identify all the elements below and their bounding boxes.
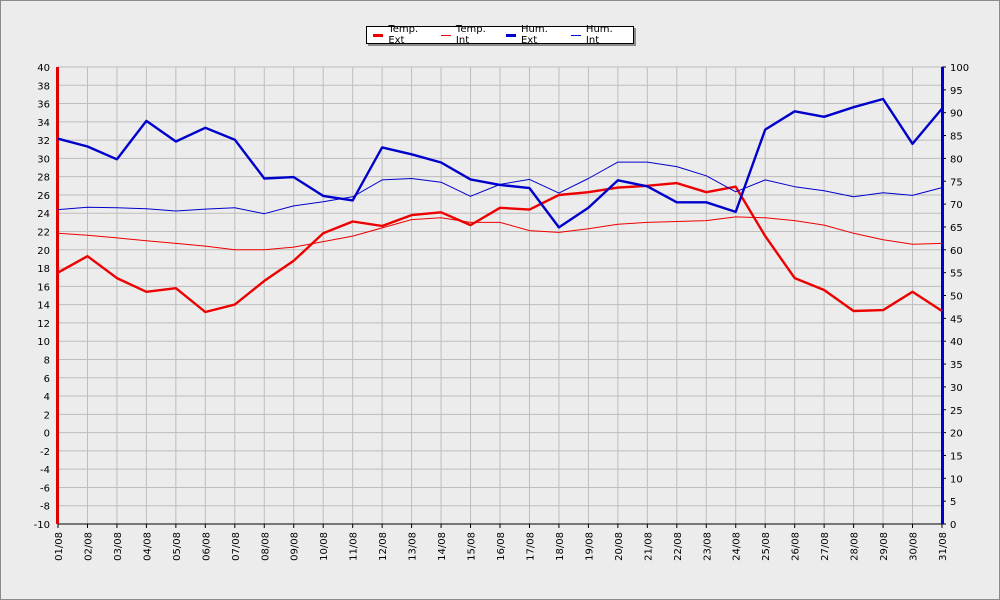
legend-swatch-hum-ext [505, 33, 516, 37]
y-right-tick-label: 90 [950, 109, 963, 120]
y-left-tick-label: 26 [37, 191, 50, 202]
x-tick-label: 09/08 [290, 532, 301, 561]
series-line-temp-ext [57, 181, 943, 314]
y-right-tick-label: 5 [950, 497, 956, 508]
x-tick-label: 06/08 [201, 532, 212, 561]
y-right-tick-label: 100 [950, 63, 969, 74]
legend-label-hum-int: Hum. Int [585, 24, 613, 46]
x-tick-label: 01/08 [54, 532, 65, 561]
y-right-tick-label: 40 [950, 337, 963, 348]
y-right-tick-label: 95 [950, 86, 963, 97]
y-left-tick-label: -2 [40, 447, 50, 458]
y-right-tick-label: 10 [950, 474, 963, 485]
y-right-tick-label: 85 [950, 132, 963, 143]
legend-label-temp-ext: Temp. Ext [388, 24, 419, 46]
y-left-axis [56, 67, 59, 524]
x-tick-label: 26/08 [791, 532, 802, 561]
y-left-tick-label: 32 [37, 136, 50, 147]
legend-item-hum-int: Hum. Int [570, 24, 623, 46]
y-right-tick-label: 50 [950, 292, 963, 303]
legend-swatch-temp-int [440, 34, 451, 36]
x-tick-label: 28/08 [850, 532, 861, 561]
y-right-tick-label: 45 [950, 314, 963, 325]
x-tick-label: 03/08 [113, 532, 124, 561]
legend-item-temp-ext: Temp. Ext [373, 24, 431, 46]
y-left-tick-label: -8 [40, 502, 50, 513]
y-right-axis [941, 67, 944, 524]
x-tick-label: 19/08 [584, 532, 595, 561]
y-right-tick-label: 25 [950, 406, 963, 417]
x-tick-label: 13/08 [408, 532, 419, 561]
x-tick-label: 14/08 [437, 532, 448, 561]
x-tick-label: 07/08 [231, 532, 242, 561]
series-line-hum-int [57, 161, 943, 215]
y-left-tick-label: 24 [37, 209, 50, 220]
legend-label-hum-ext: Hum. Ext [520, 24, 548, 46]
x-tick-label: 02/08 [83, 532, 94, 561]
x-tick-label: 24/08 [732, 532, 743, 561]
y-left-tick-label: 16 [37, 282, 50, 293]
y-right-tick-label: 65 [950, 223, 963, 234]
y-left-tick-label: 22 [37, 228, 50, 239]
legend-swatch-temp-ext [373, 33, 384, 37]
y-right-tick-label: 20 [950, 429, 963, 440]
x-tick-label: 21/08 [643, 532, 654, 561]
x-tick-label: 22/08 [673, 532, 684, 561]
y-right-tick-label: 75 [950, 177, 963, 188]
x-tick-label: 11/08 [349, 532, 360, 561]
x-tick-label: 23/08 [702, 532, 713, 561]
x-tick-label: 16/08 [496, 532, 507, 561]
y-left-tick-label: 28 [37, 173, 50, 184]
legend-item-temp-int: Temp. Int [440, 24, 496, 46]
legend-label-temp-int: Temp. Int [455, 24, 486, 46]
y-right-tick-label: 55 [950, 269, 963, 280]
legend: Temp. Ext Temp. Int Hum. Ext Hum. Int [366, 24, 634, 46]
y-left-tick-label: 20 [37, 246, 50, 257]
y-left-tick-label: 6 [44, 374, 50, 385]
y-left-tick-label: 4 [44, 392, 50, 403]
x-tick-label: 25/08 [761, 532, 772, 561]
x-tick-label: 20/08 [614, 532, 625, 561]
y-left-tick-label: 34 [37, 118, 50, 129]
x-tick-label: 12/08 [378, 532, 389, 561]
x-tick-label: 04/08 [142, 532, 153, 561]
y-left-tick-label: -10 [34, 520, 50, 531]
x-tick-label: 05/08 [172, 532, 183, 561]
y-right-tick-label: 15 [950, 451, 963, 462]
y-left-tick-label: -4 [40, 465, 50, 476]
x-tick-label: 18/08 [555, 532, 566, 561]
y-left-tick-label: 40 [37, 63, 50, 74]
y-left-tick-label: 36 [37, 100, 50, 111]
y-right-tick-label: 0 [950, 520, 956, 531]
y-right-tick-label: 70 [950, 200, 963, 211]
y-left-tick-label: -6 [40, 483, 50, 494]
x-tick-label: 17/08 [525, 532, 536, 561]
x-tick-label: 08/08 [260, 532, 271, 561]
y-left-tick-label: 0 [44, 429, 50, 440]
x-tick-label: 29/08 [879, 532, 890, 561]
y-left-tick-label: 38 [37, 81, 50, 92]
y-left-tick-label: 18 [37, 264, 50, 275]
legend-item-hum-ext: Hum. Ext [505, 24, 561, 46]
x-tick-label: 15/08 [467, 532, 478, 561]
y-left-tick-label: 12 [37, 319, 50, 330]
y-right-tick-label: 60 [950, 246, 963, 257]
y-left-tick-label: 30 [37, 154, 50, 165]
x-tick-label: 27/08 [820, 532, 831, 561]
y-right-tick-label: 30 [950, 383, 963, 394]
y-left-tick-label: 2 [44, 410, 50, 421]
series-line-temp-int [57, 216, 943, 251]
y-left-tick-label: 10 [37, 337, 50, 348]
legend-swatch-hum-int [570, 34, 581, 36]
y-left-tick-label: 14 [37, 301, 50, 312]
x-tick-label: 31/08 [938, 532, 949, 561]
x-tick-label: 10/08 [319, 532, 330, 561]
y-left-tick-label: 8 [44, 355, 50, 366]
y-right-tick-label: 80 [950, 154, 963, 165]
y-right-tick-label: 35 [950, 360, 963, 371]
x-tick-label: 30/08 [909, 532, 920, 561]
